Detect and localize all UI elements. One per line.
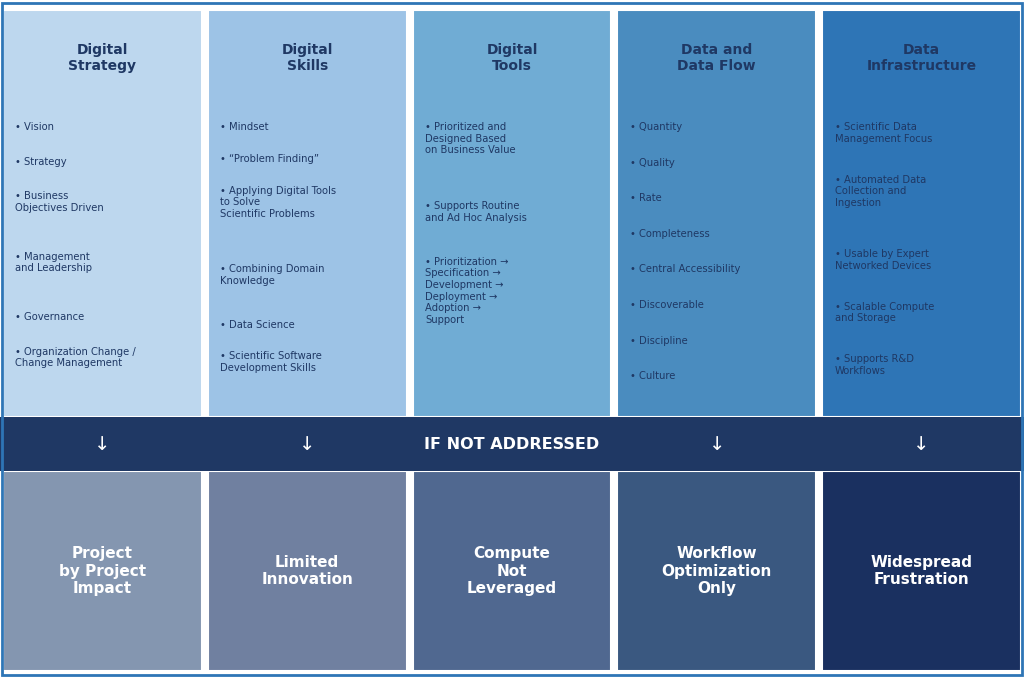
Bar <box>3 471 202 671</box>
Text: Data and
Data Flow: Data and Data Flow <box>678 43 756 73</box>
Bar <box>0 417 1024 471</box>
Text: Project
by Project
Impact: Project by Project Impact <box>58 546 146 596</box>
Text: • Scalable Compute
and Storage: • Scalable Compute and Storage <box>835 302 934 323</box>
Text: • Data Science: • Data Science <box>220 320 295 330</box>
Text: Digital
Skills: Digital Skills <box>282 43 333 73</box>
Text: • Organization Change /
Change Management: • Organization Change / Change Managemen… <box>15 346 136 368</box>
Text: IF NOT ADDRESSED: IF NOT ADDRESSED <box>424 437 600 452</box>
Text: Limited
Innovation: Limited Innovation <box>261 555 353 587</box>
Text: ↓: ↓ <box>709 435 725 454</box>
Bar <box>822 10 1021 417</box>
Text: • Discoverable: • Discoverable <box>630 300 703 310</box>
Text: ↓: ↓ <box>913 435 930 454</box>
Text: • Supports R&D
Workflows: • Supports R&D Workflows <box>835 355 913 376</box>
Bar <box>617 10 816 417</box>
Text: • Quality: • Quality <box>630 158 675 167</box>
Text: • Strategy: • Strategy <box>15 157 67 167</box>
Bar <box>3 10 202 417</box>
Bar <box>208 471 407 671</box>
Text: • Supports Routine
and Ad Hoc Analysis: • Supports Routine and Ad Hoc Analysis <box>425 201 526 223</box>
Text: • “Problem Finding”: • “Problem Finding” <box>220 154 319 164</box>
Text: • Rate: • Rate <box>630 193 662 203</box>
Text: • Completeness: • Completeness <box>630 228 710 239</box>
Text: • Prioritization →
Specification →
Development →
Deployment →
Adoption →
Support: • Prioritization → Specification → Devel… <box>425 257 509 325</box>
Bar <box>822 471 1021 671</box>
Bar <box>413 10 611 417</box>
Text: ↓: ↓ <box>94 435 111 454</box>
Bar <box>208 10 407 417</box>
Text: ↓: ↓ <box>299 435 315 454</box>
Bar <box>413 471 611 671</box>
Text: Data
Infrastructure: Data Infrastructure <box>866 43 977 73</box>
Text: • Discipline: • Discipline <box>630 336 687 346</box>
Text: • Business
Objectives Driven: • Business Objectives Driven <box>15 191 104 213</box>
Text: • Combining Domain
Knowledge: • Combining Domain Knowledge <box>220 264 325 286</box>
Text: • Governance: • Governance <box>15 312 85 322</box>
Text: • Culture: • Culture <box>630 371 675 381</box>
Text: • Applying Digital Tools
to Solve
Scientific Problems: • Applying Digital Tools to Solve Scient… <box>220 186 336 219</box>
Bar <box>617 471 816 671</box>
Text: • Mindset: • Mindset <box>220 122 268 132</box>
Text: • Usable by Expert
Networked Devices: • Usable by Expert Networked Devices <box>835 250 931 271</box>
Text: • Quantity: • Quantity <box>630 122 682 132</box>
Text: • Prioritized and
Designed Based
on Business Value: • Prioritized and Designed Based on Busi… <box>425 122 516 155</box>
Text: • Scientific Data
Management Focus: • Scientific Data Management Focus <box>835 122 932 144</box>
Text: Digital
Tools: Digital Tools <box>486 43 538 73</box>
Text: Widespread
Frustration: Widespread Frustration <box>870 555 973 587</box>
Text: • Central Accessibility: • Central Accessibility <box>630 264 740 275</box>
Text: • Management
and Leadership: • Management and Leadership <box>15 252 92 273</box>
Text: Compute
Not
Leveraged: Compute Not Leveraged <box>467 546 557 596</box>
Text: • Automated Data
Collection and
Ingestion: • Automated Data Collection and Ingestio… <box>835 174 926 207</box>
Text: • Vision: • Vision <box>15 122 54 132</box>
Text: • Scientific Software
Development Skills: • Scientific Software Development Skills <box>220 351 322 373</box>
Text: Workflow
Optimization
Only: Workflow Optimization Only <box>662 546 772 596</box>
Text: Digital
Strategy: Digital Strategy <box>69 43 136 73</box>
